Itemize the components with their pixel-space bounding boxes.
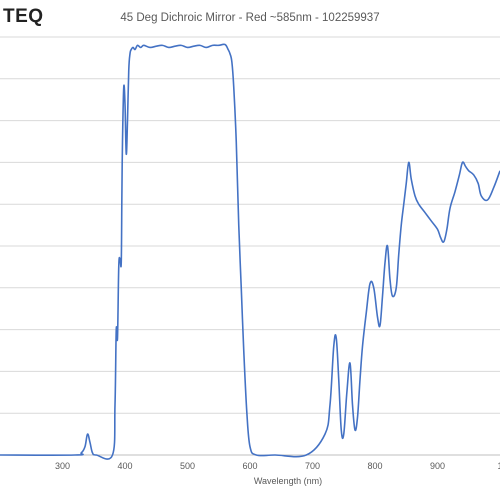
x-tick-label: 800 xyxy=(367,461,382,471)
series-line xyxy=(0,43,500,460)
x-tick-label: 700 xyxy=(305,461,320,471)
x-tick-labels: 300 400 500 600 700 800 900 1 xyxy=(55,461,500,471)
x-tick-label: 400 xyxy=(117,461,132,471)
gridlines xyxy=(0,36,500,414)
brand-logo: TEQ xyxy=(3,6,44,27)
x-tick-label: 900 xyxy=(430,461,445,471)
x-tick-label: 300 xyxy=(55,461,70,471)
x-tick-label: 500 xyxy=(180,461,195,471)
series-layer xyxy=(0,43,500,460)
x-tick-label: 600 xyxy=(242,461,257,471)
x-axis-title: Wavelength (nm) xyxy=(254,476,322,486)
x-tick-label: 1 xyxy=(497,461,500,471)
chart-title: 45 Deg Dichroic Mirror - Red ~585nm - 10… xyxy=(120,12,380,24)
